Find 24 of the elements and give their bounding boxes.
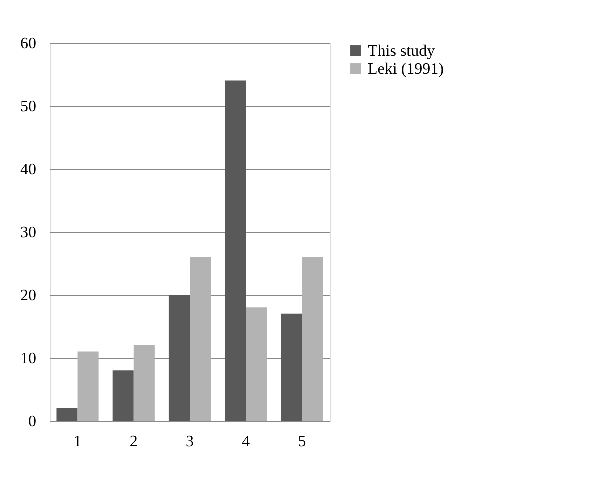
y-tick-label: 40 xyxy=(20,162,36,178)
x-tick-label: 3 xyxy=(186,434,194,450)
bar xyxy=(168,295,190,421)
x-tick-label: 2 xyxy=(130,434,138,450)
bar xyxy=(302,257,324,421)
bar xyxy=(112,370,134,421)
y-tick-label: 20 xyxy=(20,288,36,304)
bar xyxy=(281,314,302,421)
bar xyxy=(246,308,268,421)
legend-label: This study xyxy=(368,43,436,60)
x-tick-label: 1 xyxy=(74,434,82,450)
bar xyxy=(190,257,212,421)
y-tick-label: 50 xyxy=(20,98,36,116)
bar xyxy=(56,408,78,421)
y-tick-label: 0 xyxy=(28,414,36,430)
bar xyxy=(134,345,155,421)
legend-label: Leki (1991) xyxy=(368,61,444,78)
y-tick-label: 60 xyxy=(20,36,36,52)
x-tick-label: 4 xyxy=(242,434,250,450)
bar xyxy=(225,80,246,421)
y-tick-label: 30 xyxy=(20,224,36,242)
bar xyxy=(78,352,99,421)
x-tick-label: 5 xyxy=(298,434,306,450)
y-tick-label: 10 xyxy=(20,350,36,368)
